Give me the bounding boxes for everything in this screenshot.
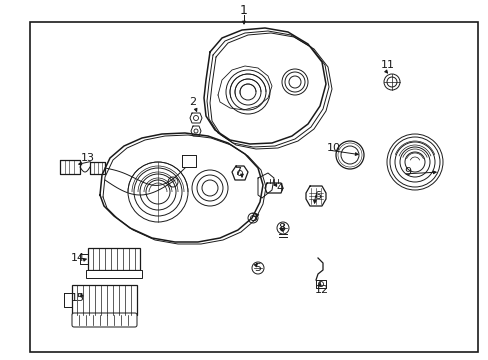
Bar [88, 248, 140, 270]
Text: 8: 8 [278, 223, 285, 233]
Text: 12: 12 [314, 285, 328, 295]
Text: 10: 10 [326, 143, 340, 153]
Bar [86, 270, 142, 278]
Text: 2: 2 [189, 97, 196, 107]
FancyBboxPatch shape [72, 313, 137, 327]
Text: 11: 11 [380, 60, 394, 70]
Text: 6: 6 [314, 191, 321, 201]
Text: 7: 7 [234, 167, 241, 177]
Text: 3: 3 [250, 213, 257, 223]
Text: 5: 5 [254, 263, 261, 273]
Bar [72, 285, 137, 315]
Text: 1: 1 [240, 4, 247, 17]
Text: 13: 13 [81, 153, 95, 163]
Text: 15: 15 [71, 293, 85, 303]
Text: 9: 9 [404, 167, 411, 177]
Text: 4: 4 [276, 183, 283, 193]
Text: 14: 14 [71, 253, 85, 263]
